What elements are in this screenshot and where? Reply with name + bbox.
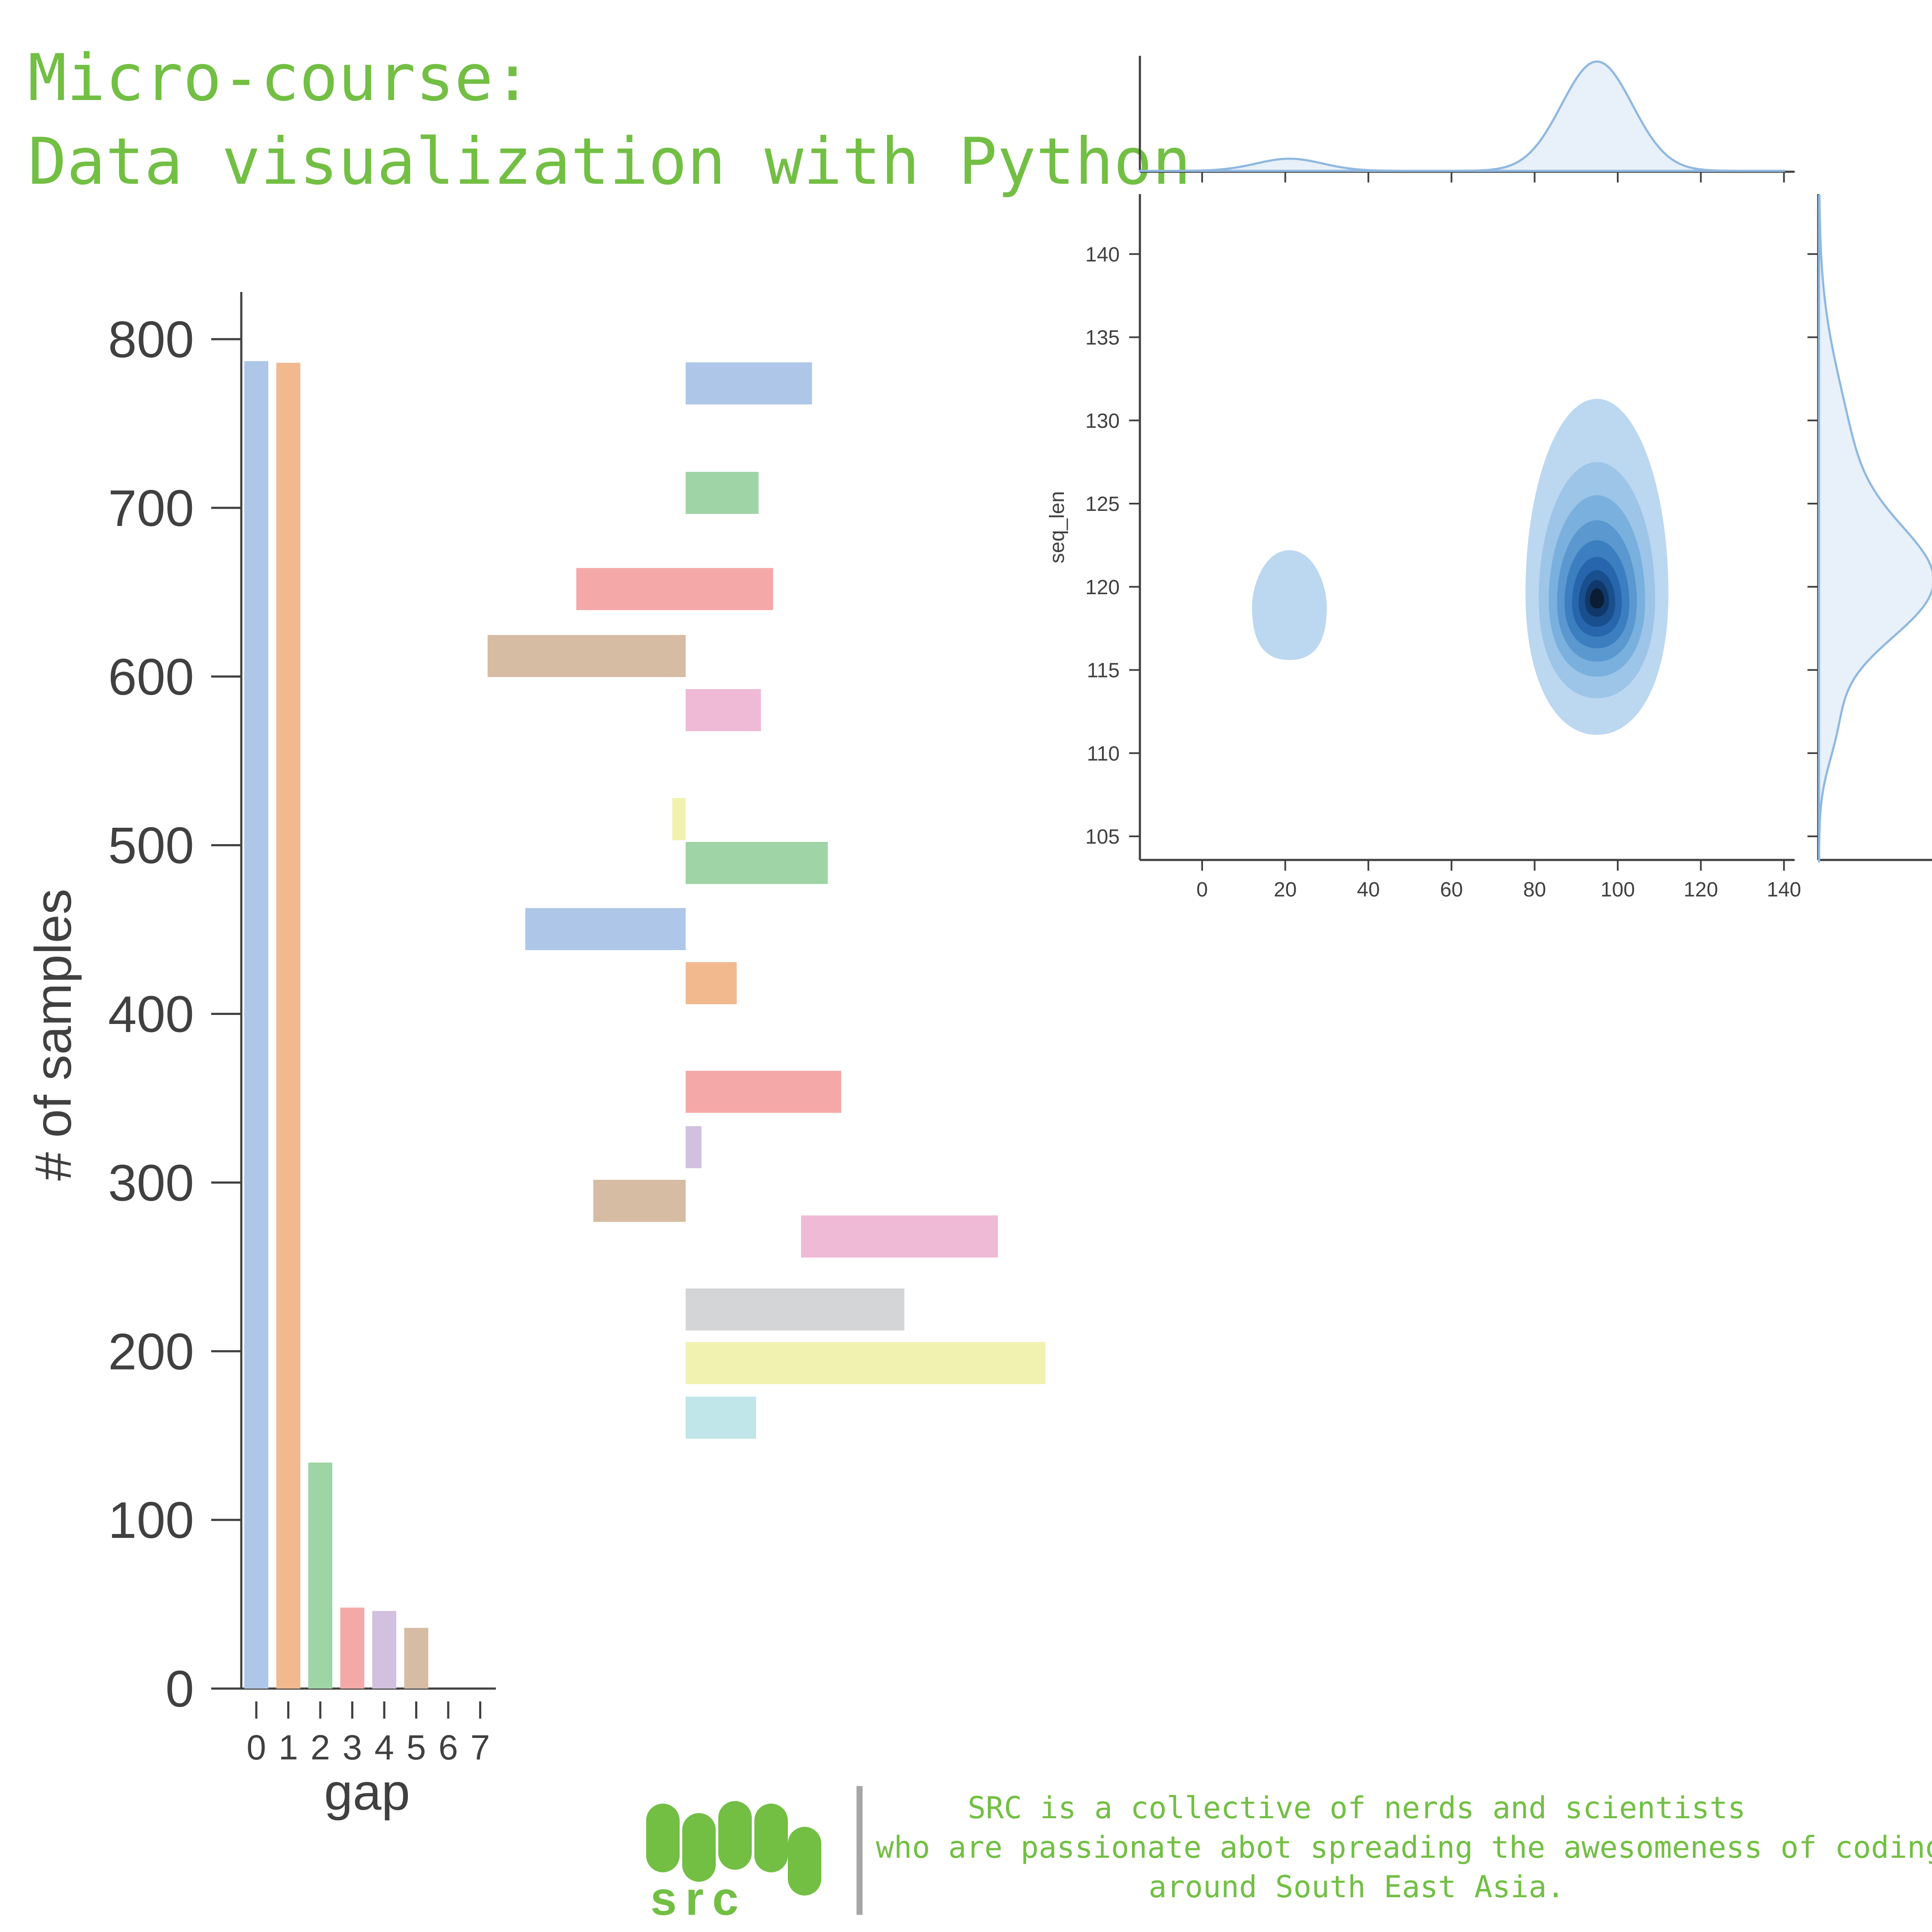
- kde-xtick-label: 100: [1601, 878, 1635, 901]
- kde-ytick-label: 135: [1085, 327, 1120, 349]
- bar-ytick-label: 300: [108, 1154, 194, 1212]
- logo-pill-3: [718, 1801, 752, 1870]
- bar-xtick-label: 2: [310, 1728, 330, 1767]
- kde-ytick-label: 125: [1085, 493, 1120, 516]
- bar-xtick-label: 5: [407, 1728, 426, 1767]
- bar-xtick-label: 4: [374, 1728, 394, 1767]
- footer-line-3: around South East Asia.: [1148, 1869, 1565, 1905]
- floating-bar-1: [686, 362, 812, 404]
- kde-xtick-label: 120: [1684, 878, 1718, 901]
- bar-xtick-label: 7: [471, 1728, 490, 1767]
- floating-bar-4: [487, 635, 686, 677]
- floating-bar-14: [686, 1288, 905, 1331]
- title-line-2: Data visualization with Python: [28, 125, 1191, 199]
- floating-bar-15: [686, 1342, 1045, 1384]
- kde-xtick-label: 0: [1197, 878, 1208, 901]
- bar-4: [372, 1611, 396, 1689]
- kde-ytick-label: 140: [1085, 243, 1120, 266]
- bar-3: [340, 1607, 365, 1689]
- logo-pill-2: [682, 1813, 716, 1882]
- kde-ytick-label: 115: [1087, 659, 1120, 682]
- floating-bar-9: [686, 962, 737, 1004]
- floating-bar-12: [593, 1180, 686, 1222]
- bar-chart-ylabel: # of samples: [24, 889, 82, 1181]
- floating-bar-7: [686, 842, 828, 884]
- bar-xtick-label: 3: [343, 1728, 362, 1767]
- bar-ytick-label: 0: [165, 1660, 194, 1718]
- kde-ytick-label: 120: [1085, 576, 1120, 599]
- kde-contour-level-9: [1590, 588, 1604, 609]
- footer-description: SRC is a collective of nerds and scienti…: [876, 1788, 1932, 1907]
- bar-ytick-label: 100: [108, 1492, 194, 1549]
- bar-ytick-label: 500: [108, 817, 194, 875]
- bar-ytick-label: 400: [108, 986, 194, 1043]
- kde-ytick-label: 130: [1085, 410, 1120, 432]
- bar-1: [276, 363, 301, 1689]
- bar-xtick-label: 1: [279, 1728, 298, 1767]
- kde-ytick-label: 110: [1087, 742, 1120, 765]
- bar-ytick-label: 700: [108, 480, 194, 537]
- kde-marginal-x-density: [1139, 60, 1784, 172]
- bar-ytick-label: 600: [108, 648, 194, 706]
- bar-xtick-label: 6: [438, 1728, 458, 1767]
- footer-line-1: SRC is a collective of nerds and scienti…: [967, 1790, 1746, 1826]
- floating-bar-11: [686, 1126, 702, 1168]
- bar-chart-xlabel: gap: [324, 1763, 410, 1821]
- floating-bar-16: [686, 1397, 756, 1439]
- kde-xtick-label: 60: [1440, 878, 1463, 901]
- floating-bar-3: [576, 568, 773, 610]
- floating-bar-13: [801, 1215, 998, 1258]
- bar-5: [404, 1628, 428, 1689]
- kde-xtick-label: 20: [1274, 878, 1297, 901]
- src-logo: src: [646, 1801, 821, 1921]
- kde-ytick-label: 105: [1085, 826, 1120, 848]
- logo-pill-4: [754, 1804, 788, 1872]
- footer-line-2: who are passionate abot spreading the aw…: [876, 1830, 1932, 1865]
- logo-pill-1: [646, 1804, 680, 1872]
- floating-bar-6: [672, 798, 686, 840]
- bar-0: [244, 361, 268, 1689]
- kde-contour-minor-mode: [1252, 550, 1327, 660]
- kde-marginal-y-density: [1818, 194, 1932, 863]
- floating-bar-10: [686, 1071, 841, 1113]
- bar-ytick-label: 800: [108, 311, 194, 368]
- kde-xtick-label: 80: [1523, 878, 1546, 901]
- logo-text: src: [650, 1872, 747, 1921]
- floating-bar-2: [686, 472, 759, 514]
- kde-xtick-label: 140: [1767, 878, 1801, 901]
- bar-ytick-label: 200: [108, 1323, 194, 1380]
- bar-xtick-label: 0: [246, 1728, 266, 1767]
- kde-chart-ylabel: seq_len: [1046, 491, 1069, 563]
- logo-pill-5: [788, 1827, 821, 1896]
- bar-2: [308, 1462, 332, 1689]
- title-line-1: Micro-course:: [28, 41, 532, 115]
- floating-bar-8: [525, 908, 686, 950]
- kde-xtick-label: 40: [1357, 878, 1380, 901]
- footer-separator: [857, 1786, 863, 1915]
- floating-bar-5: [686, 689, 761, 731]
